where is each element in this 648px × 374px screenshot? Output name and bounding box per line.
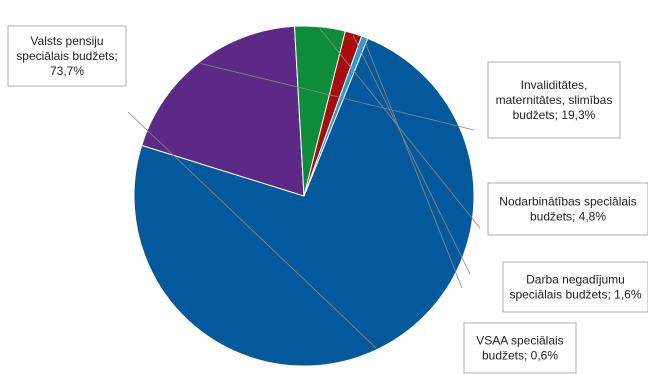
- pie-slices: [134, 26, 474, 366]
- label-text: VSAA speciālais: [476, 334, 563, 348]
- label-text: speciālais budžets;: [16, 49, 117, 63]
- label-text: Valsts pensiju: [30, 34, 103, 48]
- slice-label-2: Invaliditātes,maternitātes, slimībasbudž…: [488, 62, 620, 138]
- label-text: Invaliditātes,: [521, 78, 588, 92]
- label-text: Nodarbinātības speciālais: [499, 195, 636, 209]
- label-text: budžets; 19,3%: [513, 108, 596, 122]
- label-text: budžets; 0,6%: [482, 349, 558, 363]
- label-text: 73,7%: [50, 64, 84, 78]
- label-text: budžets; 4,8%: [530, 210, 606, 224]
- label-text: maternitātes, slimības: [496, 93, 613, 107]
- label-text: speciālais budžets; 1,6%: [509, 288, 641, 302]
- label-text: Darba negadījumu: [526, 273, 625, 287]
